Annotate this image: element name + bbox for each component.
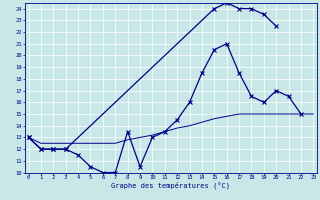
X-axis label: Graphe des températures (°C): Graphe des températures (°C) xyxy=(111,182,230,189)
